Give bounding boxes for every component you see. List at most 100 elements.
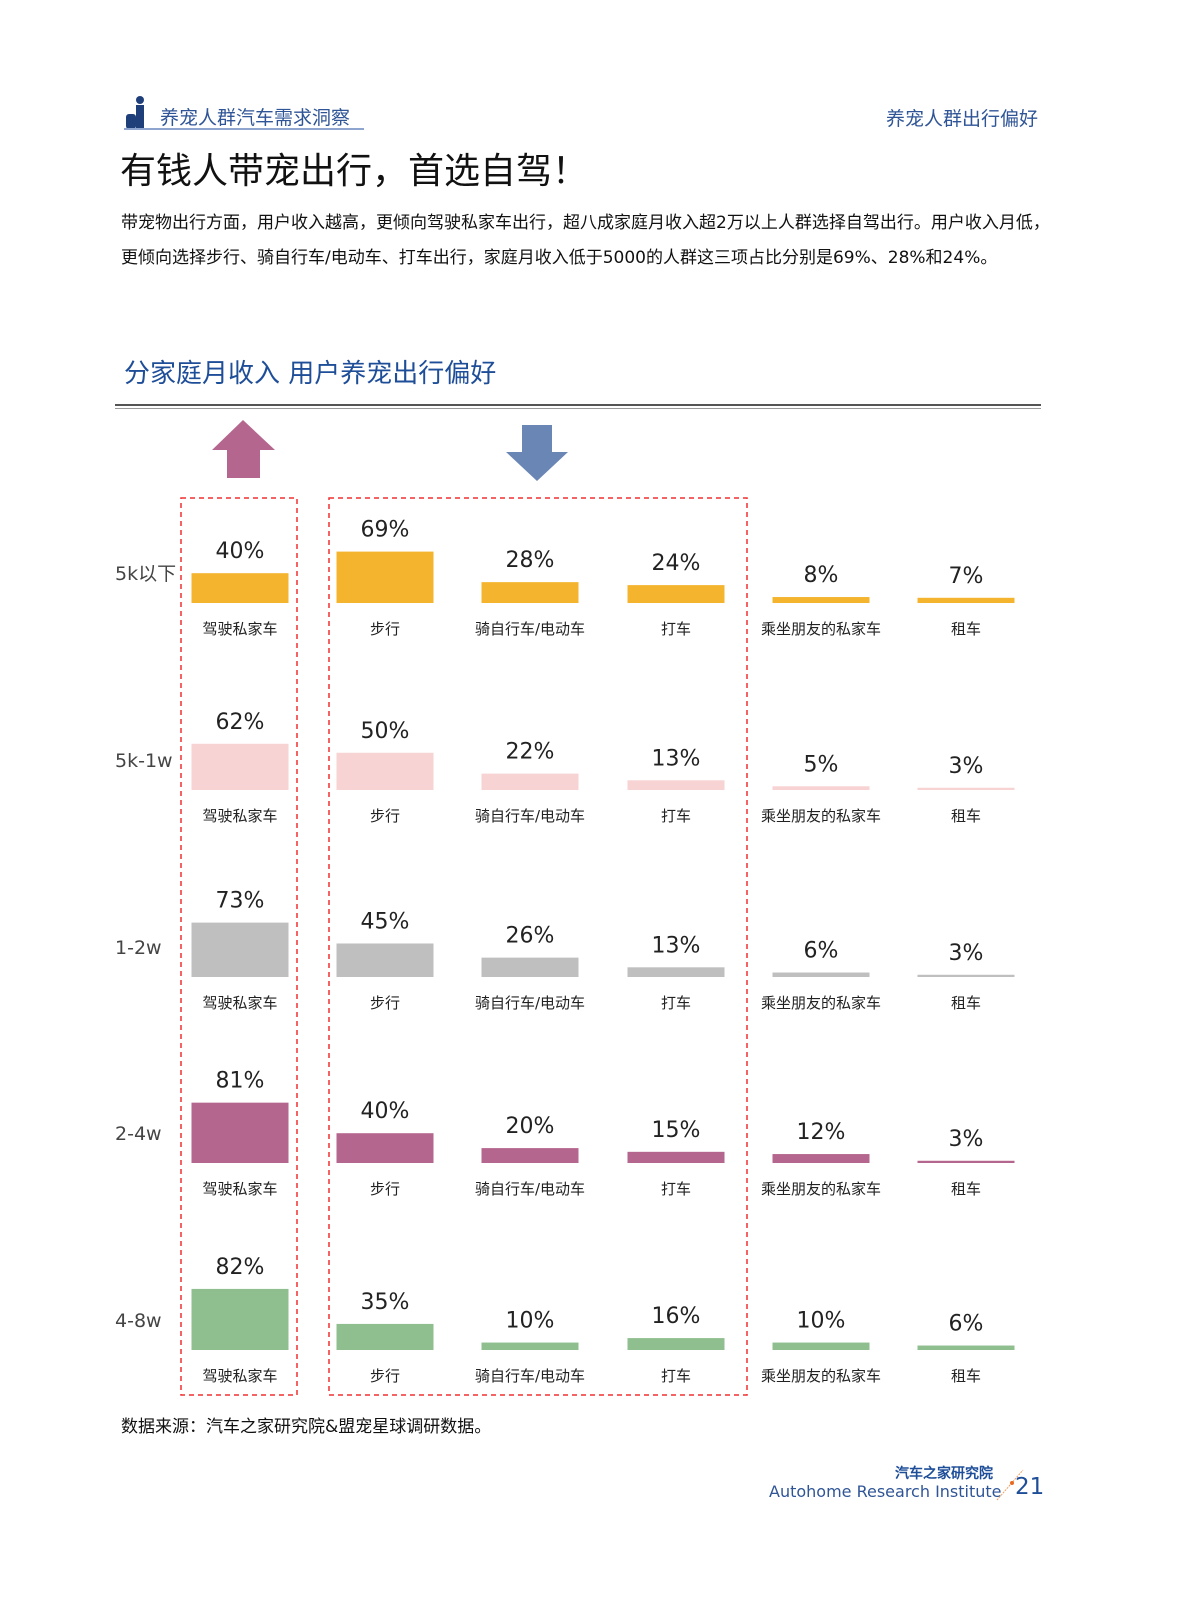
chart-title: 分家庭月收入 用户养宠出行偏好	[124, 359, 497, 389]
value-label: 82%	[216, 1255, 265, 1280]
bar	[772, 597, 870, 603]
category-label: 租车	[951, 994, 981, 1012]
category-label: 打车	[661, 1367, 691, 1385]
category-label: 驾驶私家车	[202, 1180, 277, 1198]
bar	[917, 974, 1015, 977]
divider	[115, 404, 1041, 406]
category-label: 租车	[951, 807, 981, 825]
logo-cn: 汽车之家研究院	[895, 1466, 993, 1482]
row-label: 4-8w	[115, 1310, 162, 1332]
category-label: 乘坐朋友的私家车	[761, 1367, 881, 1385]
bar	[336, 943, 434, 977]
bar	[917, 597, 1015, 603]
data-source: 数据来源：汽车之家研究院&盟宠星球调研数据。	[121, 1417, 492, 1437]
bar	[917, 1160, 1015, 1163]
category-label: 打车	[661, 807, 691, 825]
bar	[336, 752, 434, 790]
value-label: 10%	[506, 1309, 555, 1334]
value-label: 45%	[361, 909, 410, 934]
bar	[336, 551, 434, 603]
category-label: 租车	[951, 1180, 981, 1198]
value-label: 22%	[506, 740, 555, 765]
bar	[627, 1338, 725, 1350]
category-label: 打车	[661, 1180, 691, 1198]
category-label: 租车	[951, 620, 981, 638]
bar	[191, 573, 289, 603]
value-label: 73%	[216, 889, 265, 914]
bar	[772, 786, 870, 790]
value-label: 15%	[652, 1118, 701, 1143]
value-label: 3%	[949, 754, 984, 779]
category-label: 打车	[661, 994, 691, 1012]
bar	[191, 1102, 289, 1163]
bar	[336, 1323, 434, 1350]
highlight-box-down	[328, 497, 748, 1396]
value-label: 20%	[506, 1114, 555, 1139]
value-label: 16%	[652, 1304, 701, 1329]
bar	[481, 1148, 579, 1163]
value-label: 40%	[216, 539, 265, 564]
value-label: 81%	[216, 1069, 265, 1094]
category-label: 骑自行车/电动车	[475, 1367, 585, 1385]
breadcrumb-underline	[124, 128, 364, 130]
bar	[191, 743, 289, 790]
bar	[191, 922, 289, 977]
highlight-box-up	[180, 497, 298, 1396]
category-label: 步行	[370, 807, 400, 825]
row-label: 2-4w	[115, 1123, 162, 1145]
category-label: 乘坐朋友的私家车	[761, 1180, 881, 1198]
bar	[772, 1342, 870, 1350]
value-label: 6%	[949, 1312, 984, 1337]
bar	[627, 780, 725, 790]
value-label: 24%	[652, 551, 701, 576]
bar	[627, 1151, 725, 1163]
bar	[627, 585, 725, 603]
value-label: 40%	[361, 1099, 410, 1124]
category-label: 步行	[370, 620, 400, 638]
row-label: 5k-1w	[115, 750, 173, 772]
value-label: 5%	[804, 752, 839, 777]
divider	[115, 408, 1041, 409]
value-label: 35%	[361, 1290, 410, 1315]
value-label: 69%	[361, 518, 410, 543]
breadcrumb: 养宠人群汽车需求洞察	[160, 107, 351, 129]
category-label: 租车	[951, 1367, 981, 1385]
category-label: 乘坐朋友的私家车	[761, 994, 881, 1012]
category-label: 骑自行车/电动车	[475, 994, 585, 1012]
value-label: 12%	[797, 1120, 846, 1145]
logo-slash-icon	[996, 1469, 1024, 1501]
category-label: 打车	[661, 620, 691, 638]
value-label: 7%	[949, 564, 984, 589]
category-label: 驾驶私家车	[202, 1367, 277, 1385]
value-label: 13%	[652, 933, 701, 958]
bar	[336, 1133, 434, 1163]
bar	[481, 1342, 579, 1350]
category-label: 驾驶私家车	[202, 807, 277, 825]
logo-en: Autohome Research Institute	[769, 1482, 1002, 1501]
category-label: 骑自行车/电动车	[475, 620, 585, 638]
value-label: 26%	[506, 924, 555, 949]
body-text: 带宠物出行方面，用户收入越高，更倾向驾驶私家车出行，超八成家庭月收入超2万以上人…	[121, 213, 1050, 268]
category-label: 步行	[370, 1367, 400, 1385]
value-label: 3%	[949, 1127, 984, 1152]
bar	[917, 1345, 1015, 1350]
arrow-up-icon	[212, 420, 275, 478]
category-label: 步行	[370, 994, 400, 1012]
category-label: 骑自行车/电动车	[475, 807, 585, 825]
bar	[481, 957, 579, 977]
value-label: 62%	[216, 710, 265, 735]
category-label: 驾驶私家车	[202, 994, 277, 1012]
row-label: 5k以下	[115, 563, 176, 585]
bar	[481, 773, 579, 790]
value-label: 13%	[652, 746, 701, 771]
page-number: 21	[1015, 1474, 1045, 1500]
bar	[772, 1154, 870, 1163]
value-label: 8%	[804, 563, 839, 588]
category-label: 骑自行车/电动车	[475, 1180, 585, 1198]
row-label: 1-2w	[115, 937, 162, 959]
section-label: 养宠人群出行偏好	[885, 108, 1038, 130]
arrow-down-icon	[506, 425, 568, 481]
bar	[772, 972, 870, 977]
